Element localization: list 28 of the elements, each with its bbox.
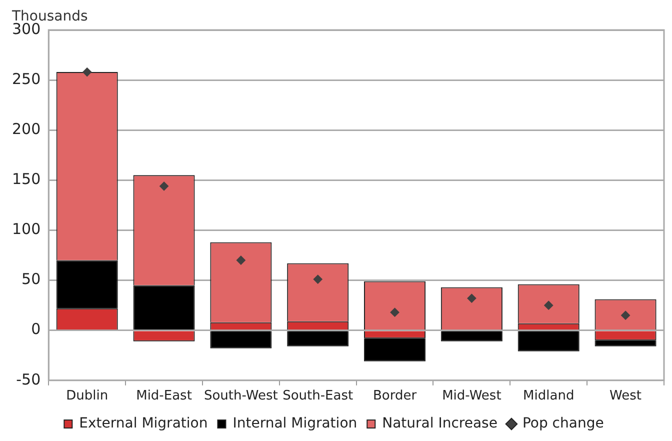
- x-tick-label: Midland: [523, 388, 574, 404]
- legend-label: Internal Migration: [232, 416, 358, 432]
- x-tick-label: Border: [372, 388, 418, 404]
- y-tick-label: 50: [22, 270, 41, 288]
- point: [390, 308, 400, 317]
- y-tick-label: 250: [12, 70, 41, 88]
- point: [621, 310, 630, 320]
- x-tick-label: Mid-West: [442, 388, 502, 404]
- y-tick-label: 200: [12, 120, 41, 138]
- y-tick-label: -50: [16, 370, 41, 388]
- legend-label: Natural Increase: [382, 416, 498, 432]
- point: [544, 300, 554, 310]
- point: [82, 68, 92, 77]
- x-tick-label: Dublin: [66, 388, 108, 404]
- x-tick-label: South-East: [282, 388, 354, 404]
- legend-label: Pop change: [522, 416, 604, 432]
- x-tick-label: West: [610, 388, 642, 404]
- point: [236, 256, 246, 265]
- x-tick-label: South-West: [204, 388, 278, 404]
- legend-label: External Migration: [79, 416, 208, 432]
- y-tick-label: 300: [12, 20, 41, 38]
- y-tick-label: 0: [31, 320, 41, 338]
- point: [313, 274, 322, 284]
- point: [160, 182, 169, 191]
- point: [467, 294, 476, 303]
- x-tick-label: Mid-East: [136, 388, 192, 404]
- y-tick-label: 100: [12, 220, 41, 238]
- y-tick-label: 150: [12, 170, 41, 188]
